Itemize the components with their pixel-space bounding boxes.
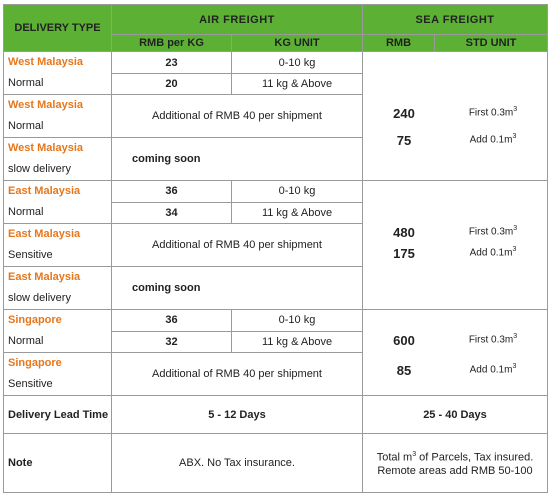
coming-soon-label: coming soon bbox=[111, 137, 363, 181]
shipping-rate-table: DELIVERY TYPE AIR FREIGHT SEA FREIGHT RM… bbox=[3, 4, 548, 493]
region-cell: West Malaysia Normal bbox=[3, 94, 112, 138]
air-kg-unit: 11 kg & Above bbox=[231, 73, 363, 95]
sea-std-unit: Add 0.1m3 bbox=[469, 133, 517, 146]
header-air-freight: AIR FREIGHT bbox=[111, 4, 363, 35]
sea-rate: 480 bbox=[393, 225, 415, 240]
sea-std-unit: First 0.3m3 bbox=[468, 333, 518, 346]
lead-time-label: Delivery Lead Time bbox=[3, 395, 112, 434]
region-cell: Singapore Normal bbox=[3, 309, 112, 353]
air-kg-unit: 0-10 kg bbox=[231, 180, 363, 203]
air-rate: 34 bbox=[111, 201, 232, 224]
region-cell: West Malaysia slow delivery bbox=[3, 137, 112, 181]
header-delivery-type: DELIVERY TYPE bbox=[3, 4, 112, 52]
region-name: West Malaysia bbox=[8, 142, 84, 154]
region-name: East Malaysia bbox=[8, 185, 81, 197]
header-kg-unit: KG UNIT bbox=[231, 34, 363, 52]
air-kg-unit: 0-10 kg bbox=[231, 309, 363, 332]
air-note: ABX. No Tax insurance. bbox=[111, 433, 363, 493]
sea-std-unit: Add 0.1m3 bbox=[469, 246, 517, 259]
header-sea-freight: SEA FREIGHT bbox=[362, 4, 548, 35]
sea-rate: 240 bbox=[393, 106, 415, 121]
air-rate: 36 bbox=[111, 309, 232, 332]
sea-rate: 85 bbox=[396, 363, 412, 378]
sea-freight-cell-west: 240 First 0.3m3 75 Add 0.1m3 bbox=[362, 51, 548, 181]
air-kg-unit: 0-10 kg bbox=[231, 50, 363, 75]
air-rate: 32 bbox=[111, 330, 232, 353]
air-additional-note: Additional of RMB 40 per shipment bbox=[111, 352, 363, 396]
region-name: West Malaysia bbox=[8, 99, 84, 111]
delivery-subtype: Sensitive bbox=[8, 378, 53, 390]
sea-rate: 175 bbox=[393, 246, 415, 261]
sea-rate: 600 bbox=[393, 333, 415, 348]
air-rate: 20 bbox=[111, 73, 232, 95]
delivery-subtype: slow delivery bbox=[8, 163, 71, 175]
region-cell: Singapore Sensitive bbox=[3, 352, 112, 396]
air-additional-note: Additional of RMB 40 per shipment bbox=[111, 223, 363, 267]
region-name: West Malaysia bbox=[8, 56, 84, 68]
sea-std-unit: First 0.3m3 bbox=[468, 106, 518, 119]
air-rate: 36 bbox=[111, 180, 232, 203]
sea-std-unit: Add 0.1m3 bbox=[469, 363, 517, 376]
delivery-subtype: Normal bbox=[8, 335, 44, 347]
sea-rate: 75 bbox=[396, 133, 412, 148]
sea-freight-cell-singapore: 600 First 0.3m3 85 Add 0.1m3 bbox=[362, 309, 548, 396]
note-label: Note bbox=[3, 433, 112, 493]
delivery-subtype: slow delivery bbox=[8, 292, 71, 304]
region-cell: West Malaysia Normal bbox=[3, 51, 112, 95]
air-additional-note: Additional of RMB 40 per shipment bbox=[111, 94, 363, 138]
delivery-subtype: Normal bbox=[8, 120, 44, 132]
sea-lead-time: 25 - 40 Days bbox=[362, 395, 548, 434]
delivery-subtype: Normal bbox=[8, 77, 44, 89]
air-lead-time: 5 - 12 Days bbox=[111, 395, 363, 434]
air-kg-unit: 11 kg & Above bbox=[231, 330, 363, 353]
sea-std-unit: First 0.3m3 bbox=[468, 225, 518, 238]
sea-freight-cell-east: 480 First 0.3m3 175 Add 0.1m3 bbox=[362, 180, 548, 310]
header-rmb: RMB bbox=[362, 34, 435, 52]
region-name: East Malaysia bbox=[8, 271, 81, 283]
sea-note: Total m3 of Parcels, Tax insured. Remote… bbox=[362, 433, 548, 493]
delivery-subtype: Sensitive bbox=[8, 249, 53, 261]
region-name: Singapore bbox=[8, 314, 62, 326]
header-rmb-per-kg: RMB per KG bbox=[111, 34, 232, 52]
air-kg-unit: 11 kg & Above bbox=[231, 201, 363, 224]
region-name: East Malaysia bbox=[8, 228, 81, 240]
coming-soon-label: coming soon bbox=[111, 266, 363, 310]
region-cell: East Malaysia Normal bbox=[3, 180, 112, 224]
header-std-unit: STD UNIT bbox=[434, 34, 548, 52]
region-cell: East Malaysia Sensitive bbox=[3, 223, 112, 267]
air-rate: 23 bbox=[111, 50, 232, 75]
region-cell: East Malaysia slow delivery bbox=[3, 266, 112, 310]
delivery-subtype: Normal bbox=[8, 206, 44, 218]
region-name: Singapore bbox=[8, 357, 62, 369]
